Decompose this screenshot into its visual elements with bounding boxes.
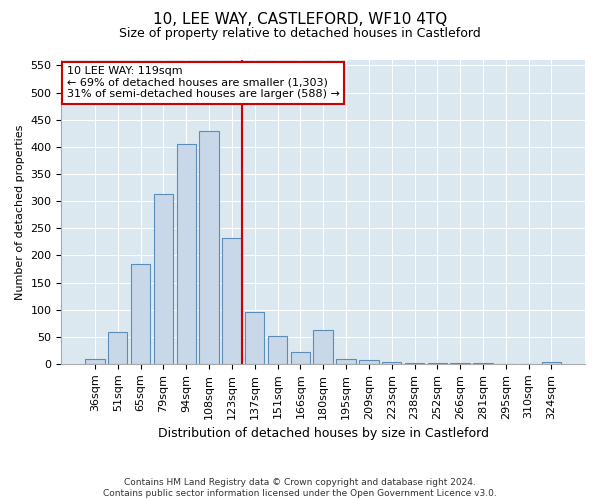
Bar: [131, 264, 150, 364]
Bar: [382, 362, 401, 364]
Bar: [359, 360, 379, 364]
Bar: [108, 332, 127, 364]
Bar: [337, 358, 356, 364]
Bar: [245, 312, 265, 364]
Bar: [222, 238, 242, 364]
Bar: [405, 363, 424, 364]
Bar: [85, 358, 104, 364]
Text: Contains HM Land Registry data © Crown copyright and database right 2024.
Contai: Contains HM Land Registry data © Crown c…: [103, 478, 497, 498]
Bar: [176, 144, 196, 364]
Bar: [199, 130, 219, 364]
Text: Size of property relative to detached houses in Castleford: Size of property relative to detached ho…: [119, 28, 481, 40]
Bar: [268, 336, 287, 364]
Bar: [313, 330, 333, 364]
X-axis label: Distribution of detached houses by size in Castleford: Distribution of detached houses by size …: [158, 427, 489, 440]
Bar: [290, 352, 310, 364]
Text: 10, LEE WAY, CASTLEFORD, WF10 4TQ: 10, LEE WAY, CASTLEFORD, WF10 4TQ: [153, 12, 447, 28]
Text: 10 LEE WAY: 119sqm
← 69% of detached houses are smaller (1,303)
31% of semi-deta: 10 LEE WAY: 119sqm ← 69% of detached hou…: [67, 66, 340, 100]
Y-axis label: Number of detached properties: Number of detached properties: [15, 124, 25, 300]
Bar: [542, 362, 561, 364]
Bar: [154, 194, 173, 364]
